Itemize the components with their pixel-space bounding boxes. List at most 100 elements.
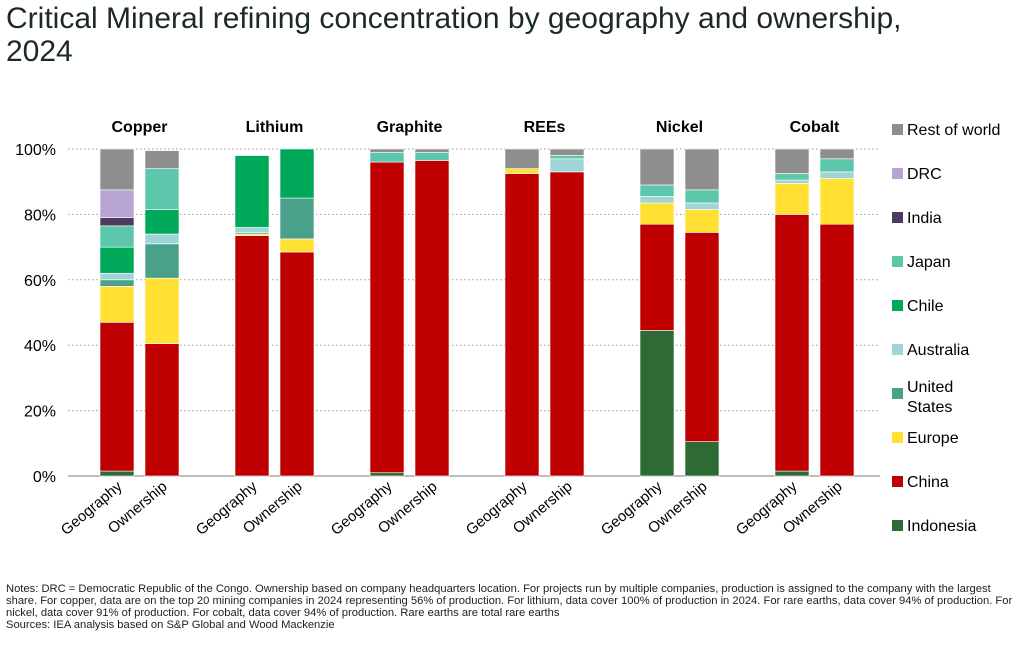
bar-segment [369,151,405,163]
bar-segment [684,189,720,204]
legend-label: Australia [907,342,969,359]
bar-segment [369,161,405,474]
legend-swatch [892,256,903,267]
legend-label: Rest of world [907,122,1000,139]
bar-segment [144,168,180,210]
bar-segment [234,235,270,477]
bar-segment [414,148,450,153]
bar-segment [234,155,270,228]
bar-segment [369,472,405,477]
bar-segment [99,279,135,287]
y-tick-label: 0% [33,469,56,486]
bar-segment [774,148,810,174]
legend-swatch [892,520,903,531]
bar-segment [99,272,135,281]
bar-segment [279,251,315,477]
bar-segment [144,243,180,279]
bar-segment [639,202,675,225]
legend-swatch [892,476,903,487]
group-label: Graphite [377,119,443,136]
bar-segment [684,441,720,477]
y-tick-label: 100% [15,142,56,159]
bar-segment [99,322,135,472]
legend-label: DRC [907,166,942,183]
legend-swatch [892,168,903,179]
bar-segment [774,179,810,184]
bars [99,148,855,477]
bar-segment [144,233,180,245]
bar-segment [639,196,675,204]
bar-segment [819,178,855,225]
bar-segment [819,148,855,160]
bar-segment [684,202,720,210]
bar-segment [684,148,720,191]
bar-segment [549,155,585,160]
legend-swatch [892,344,903,355]
legend-swatch [892,388,903,399]
bar-segment [99,246,135,274]
y-tick-label: 80% [24,207,56,224]
group-label: Nickel [656,119,703,136]
legend-label: India [907,210,942,227]
sources-text: Sources: IEA analysis based on S&P Globa… [6,619,335,631]
bar-segment [819,223,855,477]
bar-segment [279,238,315,253]
legend-swatch [892,432,903,443]
y-tick-label: 20% [24,404,56,421]
bar-segment [819,171,855,179]
notes: Notes: DRC = Democratic Republic of the … [6,583,1016,631]
bar-segment [774,183,810,215]
bar-segment [684,232,720,442]
bar-segment [549,171,585,477]
bar-segment [774,173,810,181]
notes-text: Notes: DRC = Democratic Republic of the … [6,583,1013,619]
bar-segment [144,209,180,235]
legend-swatch [892,300,903,311]
bar-segment [279,148,315,199]
y-tick-label: 60% [24,273,56,290]
bar-segment [504,168,540,174]
legend-label: Chile [907,298,944,315]
bar-segment [639,223,675,331]
bar-segment [99,225,135,248]
bar-segment [99,470,135,477]
legend: Rest of world DRC India Japan Chile Australia… [892,122,1000,535]
bar-segment [99,286,135,323]
legend-label: Europe [907,430,959,447]
group-label: REEs [524,119,566,136]
bar-segment [684,209,720,233]
legend-label: Japan [907,254,951,271]
group-labels: Copper Lithium Graphite REEs Nickel Cobalt [112,119,841,136]
legend-label: China [907,474,949,491]
bar-segment [414,151,450,161]
bar-segment [504,148,540,169]
gridlines [68,148,880,477]
bar-segment [774,214,810,472]
bar-segment [369,148,405,153]
bar-segment [639,148,675,186]
bar-segment [144,150,180,169]
bar-segment [144,277,180,344]
bar-segment [234,227,270,233]
bar-segment [144,343,180,477]
bar-segment [99,148,135,191]
stacked-bar-chart: 0% 20% 40% 60% 80% 100% Copper Lithium Graphite… [15,119,1000,539]
bar-segment [504,173,540,477]
bar-segment [549,148,585,156]
group-label: Copper [112,119,168,136]
legend-label: Indonesia [907,518,976,535]
bar-segment [774,470,810,477]
bar-segment [99,189,135,218]
legend-swatch [892,212,903,223]
bar-segment [549,158,585,173]
bar-segment [639,330,675,477]
bar-segment [414,160,450,477]
chart-title: Critical Mineral refining concentration … [6,2,902,68]
legend-swatch [892,124,903,135]
bar-segment [819,158,855,173]
group-label: Lithium [246,119,304,136]
bar-segment [99,217,135,227]
bar-segment [639,184,675,197]
legend-label: United States [907,379,953,416]
